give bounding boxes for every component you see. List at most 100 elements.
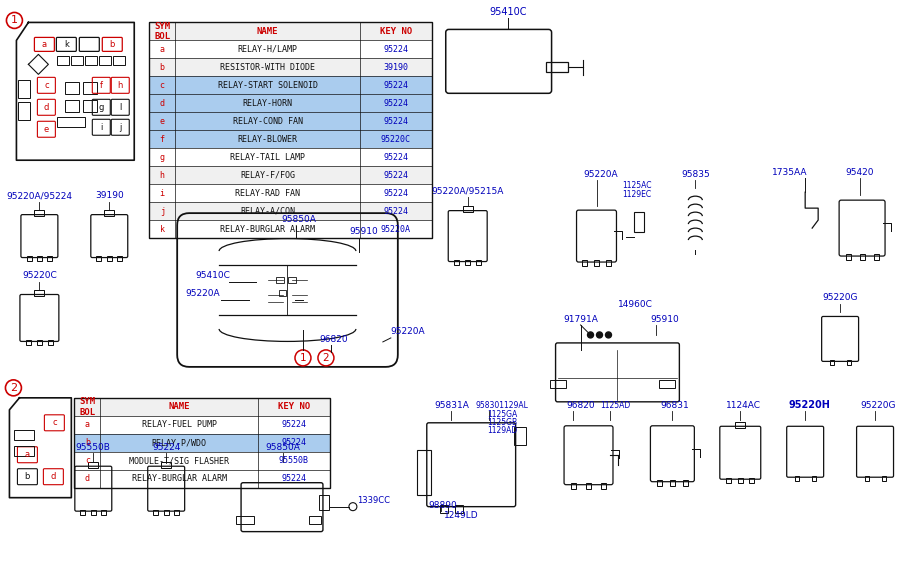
Text: f: f [100, 81, 103, 90]
Bar [74, 398, 330, 416]
Text: 1125GB: 1125GB [487, 418, 518, 427]
Bar [161, 462, 171, 468]
Bar [104, 210, 114, 216]
Bar [635, 212, 645, 232]
Text: 14960C: 14960C [617, 300, 652, 309]
Text: b: b [85, 438, 90, 448]
Bar [465, 260, 470, 265]
Bar [99, 56, 111, 66]
Text: 96820: 96820 [319, 335, 347, 344]
Text: k: k [64, 40, 69, 49]
Text: 95224: 95224 [383, 188, 409, 198]
Bar [276, 277, 284, 283]
Text: 95835: 95835 [681, 170, 710, 179]
Text: 95224: 95224 [281, 438, 307, 448]
Bar [81, 510, 85, 515]
Bar [660, 380, 675, 388]
Circle shape [596, 332, 603, 338]
Bar [309, 515, 321, 524]
Bar [88, 462, 98, 468]
Text: RELAY-FUEL PUMP: RELAY-FUEL PUMP [142, 420, 217, 429]
Bar [546, 63, 568, 73]
Text: 95220A: 95220A [185, 289, 220, 298]
Bar [594, 260, 599, 266]
Text: 39190: 39190 [95, 191, 124, 200]
Bar [48, 340, 53, 345]
Text: d: d [50, 472, 56, 481]
Text: MODULE-T/SIG FLASHER: MODULE-T/SIG FLASHER [129, 456, 229, 465]
Text: SYM
BOL: SYM BOL [154, 22, 170, 41]
Bar [174, 510, 179, 515]
Bar [149, 22, 431, 40]
Bar [164, 510, 169, 515]
Bar [15, 430, 35, 440]
Text: b: b [159, 63, 165, 72]
Text: 95220A/95224: 95220A/95224 [6, 191, 72, 200]
Bar [74, 433, 330, 452]
Text: 95224: 95224 [383, 117, 409, 126]
Bar [35, 210, 44, 216]
Text: a: a [85, 420, 90, 429]
Circle shape [587, 332, 594, 338]
Text: RELAY-BURGLAR ALARM: RELAY-BURGLAR ALARM [220, 225, 315, 233]
Bar [18, 102, 30, 121]
Text: 95224: 95224 [383, 171, 409, 180]
Bar [737, 478, 743, 483]
Text: 95220C: 95220C [22, 271, 57, 280]
Text: d: d [85, 474, 90, 483]
Bar [846, 360, 851, 365]
Text: 95910: 95910 [349, 227, 377, 236]
Text: 95910: 95910 [650, 315, 679, 324]
Text: h: h [159, 171, 165, 180]
Text: RELAY-START SOLENOID: RELAY-START SOLENOID [217, 81, 318, 90]
Text: 95220A: 95220A [583, 170, 618, 179]
Bar [726, 478, 731, 483]
Bar [514, 427, 526, 445]
Bar [101, 510, 106, 515]
Text: c: c [85, 456, 90, 465]
Text: NAME: NAME [169, 402, 190, 411]
Text: 95410C: 95410C [489, 8, 527, 18]
Text: 95220A: 95220A [381, 225, 410, 233]
Text: 2: 2 [322, 353, 329, 363]
Bar [149, 112, 431, 130]
Bar [550, 380, 565, 388]
Text: 1125AC: 1125AC [623, 181, 652, 190]
Bar [149, 22, 431, 40]
Text: 95850A: 95850A [281, 215, 316, 224]
Bar [476, 260, 481, 265]
Bar [601, 483, 606, 488]
Text: 95220A/95215A: 95220A/95215A [431, 186, 504, 195]
Text: 1125GA: 1125GA [487, 410, 518, 419]
Bar [236, 515, 254, 524]
Text: 95224: 95224 [383, 99, 409, 108]
Text: 1124AC: 1124AC [726, 401, 761, 410]
Bar [117, 256, 122, 261]
Text: RELAY-P/WDO: RELAY-P/WDO [152, 438, 207, 448]
Text: j: j [159, 207, 165, 216]
Text: b: b [110, 40, 115, 49]
Bar [670, 480, 675, 486]
Bar [149, 94, 431, 112]
Bar [606, 260, 611, 266]
Bar [571, 483, 576, 488]
Bar [65, 82, 80, 94]
Bar [417, 450, 431, 495]
Bar [58, 56, 70, 66]
Text: 95550B: 95550B [76, 443, 111, 452]
Text: d: d [44, 103, 49, 112]
Bar [149, 202, 431, 220]
Text: RELAY-COND FAN: RELAY-COND FAN [233, 117, 302, 126]
Text: 1249LD: 1249LD [443, 511, 478, 519]
Text: 95220G: 95220G [823, 293, 858, 302]
Bar [18, 80, 30, 98]
Bar [865, 476, 868, 481]
Text: RELAY-BLOWER: RELAY-BLOWER [237, 135, 298, 144]
Bar [881, 476, 886, 481]
Text: KEY NO: KEY NO [380, 27, 412, 36]
Text: 95224: 95224 [383, 153, 409, 161]
Text: 39190: 39190 [383, 63, 409, 72]
Text: 96831: 96831 [660, 401, 689, 410]
Text: 95850A: 95850A [266, 443, 300, 452]
Bar [845, 254, 851, 260]
